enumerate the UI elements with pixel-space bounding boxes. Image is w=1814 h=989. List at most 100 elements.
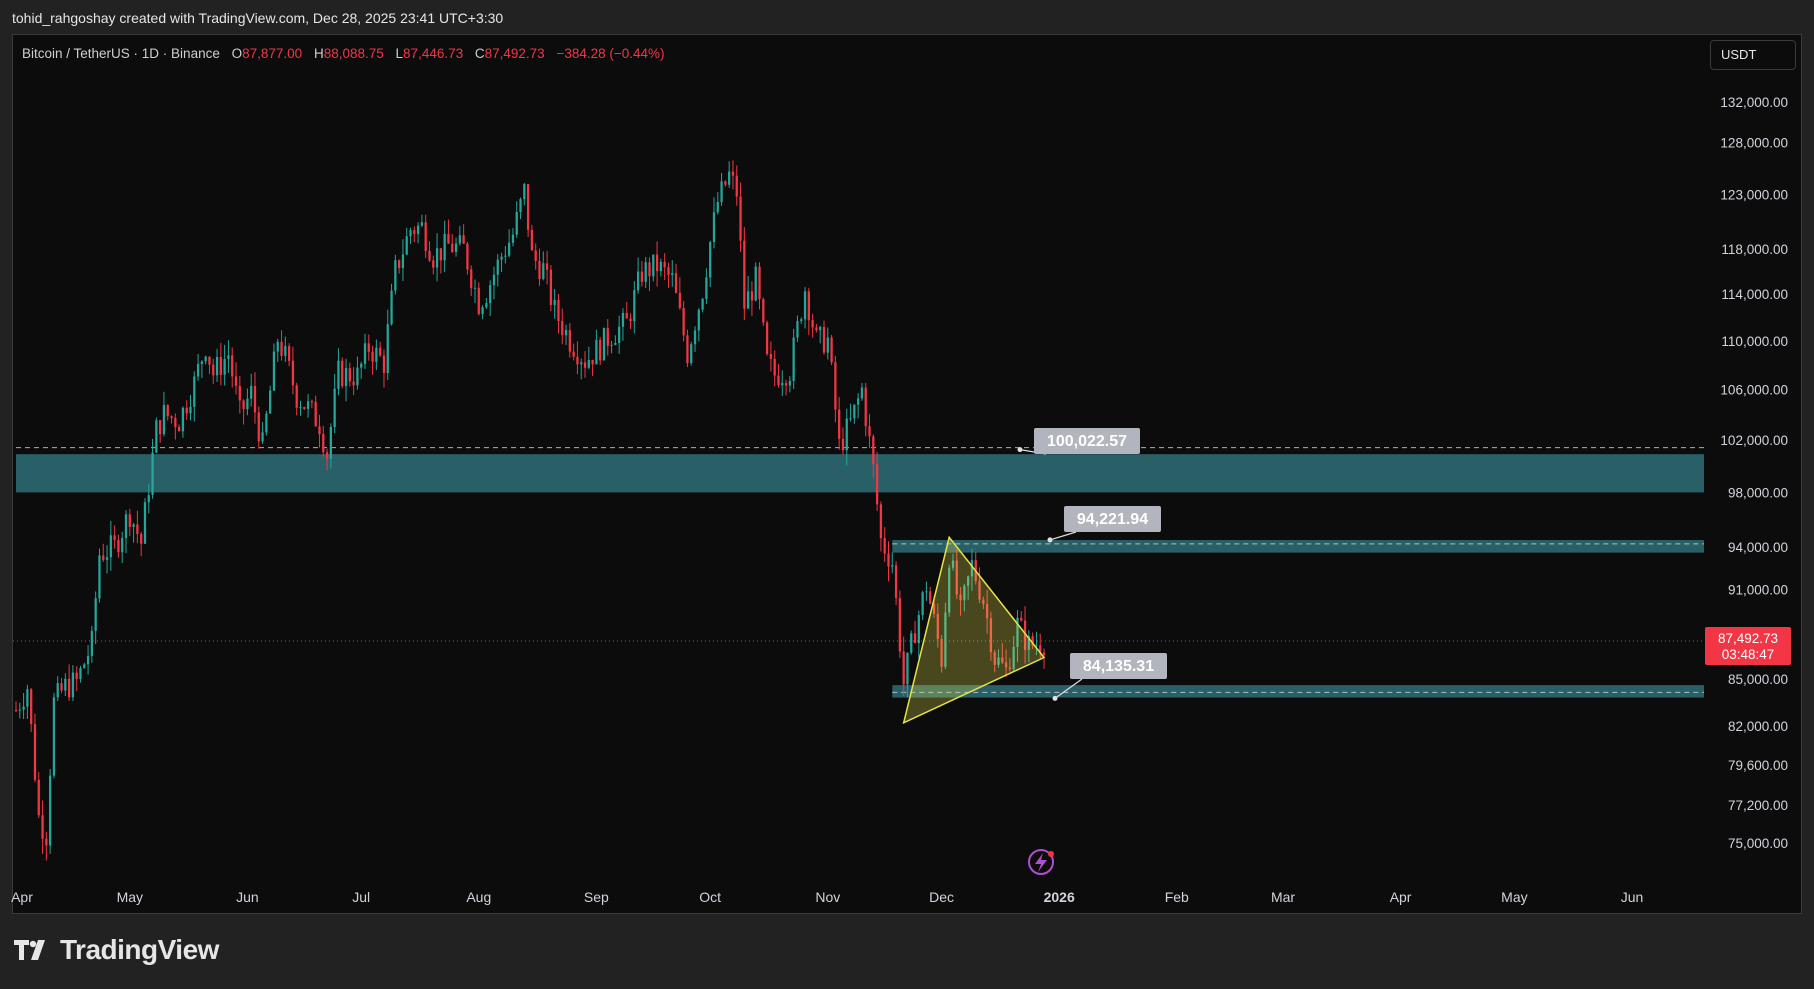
candle-body [887,553,890,567]
candle-body [257,412,260,442]
candle-body [215,357,219,376]
candle-body [697,309,700,331]
candle-body [337,360,340,389]
candle-body [898,598,902,652]
candle-body [936,613,939,639]
current-price-value: 87,492.73 [1718,631,1778,646]
candle-body [561,321,564,336]
candle-body [750,291,754,301]
candle-body [610,344,613,346]
candle-body [109,535,112,558]
tradingview-brand: TradingView [14,934,219,966]
candle-body [124,514,128,538]
label-callout-line [1054,678,1083,699]
candle-body [997,657,1000,665]
candle-body [504,255,507,257]
candle-body [360,363,363,368]
candle-body [329,426,332,459]
replay-lightning-icon[interactable] [1028,849,1054,875]
candle-body [1016,617,1019,647]
candle-body [940,638,943,667]
candle-body [223,359,226,375]
candle-body [75,672,78,680]
candle-body [341,360,344,387]
candle-body [781,382,784,386]
candle-body [519,199,522,212]
candle-body [231,355,234,377]
candle-body [655,254,659,272]
candle-body [614,342,617,345]
candle-body [49,775,52,846]
symbol-title[interactable]: Bitcoin / TetherUS · 1D · Binance [22,46,220,61]
candle-body [712,212,716,243]
x-tick-label: Dec [929,889,954,905]
candle-body [470,269,473,289]
x-tick-label: Nov [815,889,840,905]
candle-body [572,351,575,357]
candle-body [951,560,955,568]
candle-body [489,285,492,304]
candle-body [409,230,412,237]
candle-body [253,386,257,413]
candle-body [102,555,105,560]
candle-body [98,555,101,599]
candle-body [1020,617,1023,621]
candle-body [701,298,704,310]
candle-body [618,326,621,343]
candle-body [576,356,579,365]
candle-body [443,233,446,261]
candle-body [580,362,583,365]
candle-body [815,327,818,331]
candle-body [401,254,405,269]
candle-body [60,683,63,691]
candle-body [735,175,738,197]
candle-body [1012,646,1015,670]
candle-body [773,358,776,376]
candle-body [22,706,25,710]
chart-caption: tohid_rahgoshay created with TradingView… [12,10,504,26]
y-tick-label: 123,000.00 [1720,188,1788,203]
candle-body [967,576,970,586]
candle-body [276,341,279,352]
y-tick-label: 82,000.00 [1728,719,1788,734]
candle-body [56,683,59,698]
candle-body [280,341,283,356]
y-tick-label: 98,000.00 [1728,485,1788,500]
y-tick-label: 110,000.00 [1721,334,1788,349]
candle-body [496,259,499,275]
candle-body [693,330,697,345]
x-tick-label: Apr [11,889,33,905]
candle-body [883,538,886,554]
candle-body [352,381,355,386]
candle-body [151,452,154,496]
change-value: −384.28 (−0.44%) [556,46,665,61]
y-tick-label: 106,000.00 [1720,383,1788,398]
candle-body [769,353,773,359]
candle-body [591,359,594,365]
close-label: C [474,46,485,61]
candle-body [33,724,37,780]
candle-body [553,299,556,306]
label-callout-line [1049,531,1077,541]
currency-button[interactable]: USDT [1710,40,1796,70]
candle-body [238,385,241,401]
low-label: L [395,46,404,61]
candle-body [185,407,188,414]
candle-body [52,697,56,776]
candle-body [356,367,359,386]
candle-body [1008,667,1012,670]
candle-body [113,535,116,540]
label-callout-dot [1052,695,1058,701]
candle-body [746,291,750,309]
candle-body [690,344,693,364]
y-tick-label: 102,000.00 [1720,433,1788,448]
candle-body [166,405,169,417]
y-tick-label: 75,000.00 [1728,836,1788,851]
ohlc-legend: Bitcoin / TetherUS · 1D · Binance O87,87… [22,46,665,61]
low-value: 87,446.73 [403,46,464,61]
candle-body [841,438,845,451]
candle-body [830,337,833,363]
candle-body [894,565,898,599]
candle-body [390,290,393,325]
